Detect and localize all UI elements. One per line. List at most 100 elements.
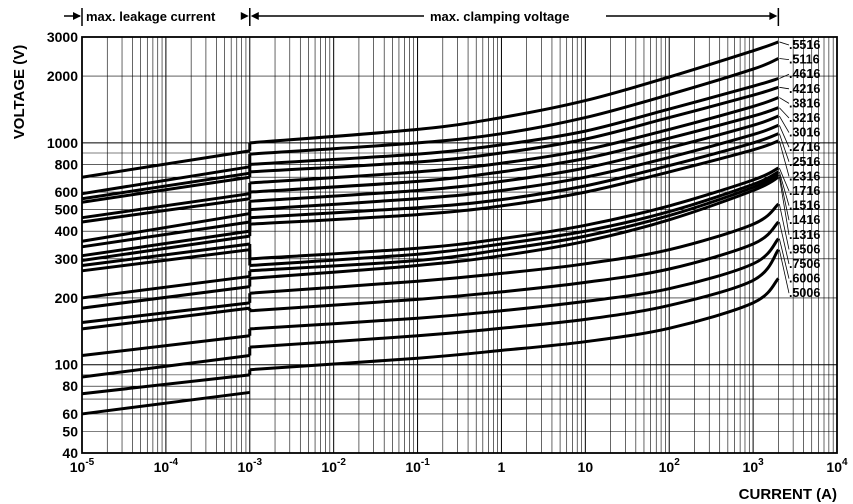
- y-tick-label: 200: [55, 290, 79, 306]
- y-tick-label: 600: [55, 184, 79, 200]
- clamping-curve: [249, 173, 780, 273]
- leakage-curve: [81, 242, 250, 267]
- y-tick-label: 800: [55, 156, 79, 172]
- leakage-curve: [81, 373, 250, 396]
- leakage-curve: [81, 285, 250, 310]
- y-tick-label: 400: [55, 223, 79, 239]
- clamping-region-label: max. clamping voltage: [430, 9, 569, 24]
- series-label: .1316: [789, 228, 820, 242]
- x-tick-label: 10-3: [238, 457, 263, 475]
- y-tick-label: 500: [55, 202, 79, 218]
- series-leader: [778, 174, 790, 221]
- series-leader: [778, 125, 790, 148]
- x-tick-label: 103: [743, 457, 765, 475]
- series-label: .5116: [789, 53, 820, 67]
- series-leader: [779, 58, 790, 60]
- clamping-curve: [249, 77, 779, 166]
- x-tick-label: 1: [498, 459, 506, 475]
- header-bar: max. leakage current max. clamping volta…: [64, 8, 780, 26]
- series-label: .7506: [789, 257, 820, 271]
- y-tick-label: 80: [62, 378, 78, 394]
- series-leader: [778, 133, 790, 162]
- leakage-curve: [81, 212, 251, 243]
- series-leader: [778, 167, 790, 192]
- series-leader: [779, 97, 790, 104]
- clamping-curve: [249, 85, 779, 174]
- series-leader: [779, 115, 790, 133]
- series-leader: [779, 41, 790, 46]
- leakage-curve: [81, 234, 250, 262]
- series-label: .3816: [789, 96, 820, 110]
- series-leader: [778, 171, 790, 206]
- y-tick-label: 40: [62, 445, 78, 461]
- clamping-curve: [249, 139, 779, 226]
- clamping-curve: [249, 132, 779, 220]
- y-tick-label: 100: [55, 357, 79, 373]
- clamping-curve: [249, 123, 779, 212]
- clamping-curve: [249, 170, 780, 267]
- series-label: .2716: [789, 140, 820, 154]
- leakage-curve: [81, 149, 251, 179]
- leakage-curve: [81, 197, 250, 224]
- series-label: .4216: [789, 82, 820, 96]
- y-axis-title: VOLTAGE (V): [11, 45, 28, 139]
- series-leader: [779, 73, 790, 79]
- x-tick-label: 10-4: [154, 457, 179, 475]
- x-tick-label: 10-1: [405, 457, 430, 475]
- series-label: .2516: [789, 155, 820, 169]
- series-label: .1716: [789, 184, 820, 198]
- clamping-curve: [249, 40, 779, 145]
- leakage-region-label: max. leakage current: [86, 9, 216, 24]
- leakage-arrow-head: [73, 12, 81, 20]
- x-axis-title: CURRENT (A): [739, 486, 837, 503]
- clamping-arrow-head-left: [250, 12, 259, 20]
- series-leader: [779, 107, 790, 119]
- y-tick-label: 2000: [47, 68, 78, 84]
- clamping-curve: [249, 202, 780, 295]
- series-leader: [778, 221, 790, 265]
- leakage-curve: [81, 220, 250, 249]
- clamping-curve: [249, 220, 780, 313]
- leakage-curve: [81, 229, 250, 258]
- series-label: .1416: [789, 213, 820, 227]
- leakage-arrow-head-right: [240, 12, 249, 20]
- series-label: .9506: [789, 242, 820, 256]
- series-leader: [778, 238, 790, 279]
- leakage-curve: [81, 390, 250, 416]
- clamping-curve: [249, 106, 779, 194]
- series-leader: [778, 140, 790, 177]
- x-tick-label: 10-2: [321, 457, 346, 475]
- series-leader: [778, 249, 790, 294]
- y-tick-label: 3000: [47, 29, 78, 45]
- y-tick-label: 50: [62, 423, 78, 439]
- y-tick-label: 300: [55, 251, 79, 267]
- series-label: .5006: [789, 286, 820, 300]
- x-tick-label: 104: [826, 457, 848, 475]
- series-label: .6006: [789, 272, 820, 286]
- series-leader: [779, 86, 790, 90]
- leakage-curve: [81, 175, 250, 204]
- y-tick-label: 1000: [47, 135, 78, 151]
- y-tick-label: 60: [62, 406, 78, 422]
- leakage-curve: [81, 301, 250, 324]
- leakage-curve: [81, 354, 250, 379]
- leakage-curve: [81, 165, 251, 196]
- plot-frame: [81, 36, 838, 454]
- series-label: .5516: [789, 38, 820, 52]
- leakage-curve: [81, 306, 250, 331]
- series-label: .2316: [789, 169, 820, 183]
- clamping-arrow-head-right: [769, 12, 778, 20]
- leakage-curve: [81, 334, 250, 358]
- clamping-curve: [249, 175, 780, 280]
- clamping-curve: [249, 248, 780, 349]
- leakage-curve: [81, 192, 250, 220]
- x-tick-labels: 10-5 10-4 10-3 10-2 10-1 1 10 102 103 104: [70, 457, 848, 475]
- clamping-curve: [249, 96, 779, 185]
- clamping-curve: [249, 277, 780, 372]
- leakage-curve: [81, 274, 250, 300]
- series-labels: .5516.5116.4616.4216.3816.3216.3016.2716…: [778, 38, 820, 300]
- clamping-curve: [249, 114, 779, 203]
- x-tick-label: 102: [659, 457, 681, 475]
